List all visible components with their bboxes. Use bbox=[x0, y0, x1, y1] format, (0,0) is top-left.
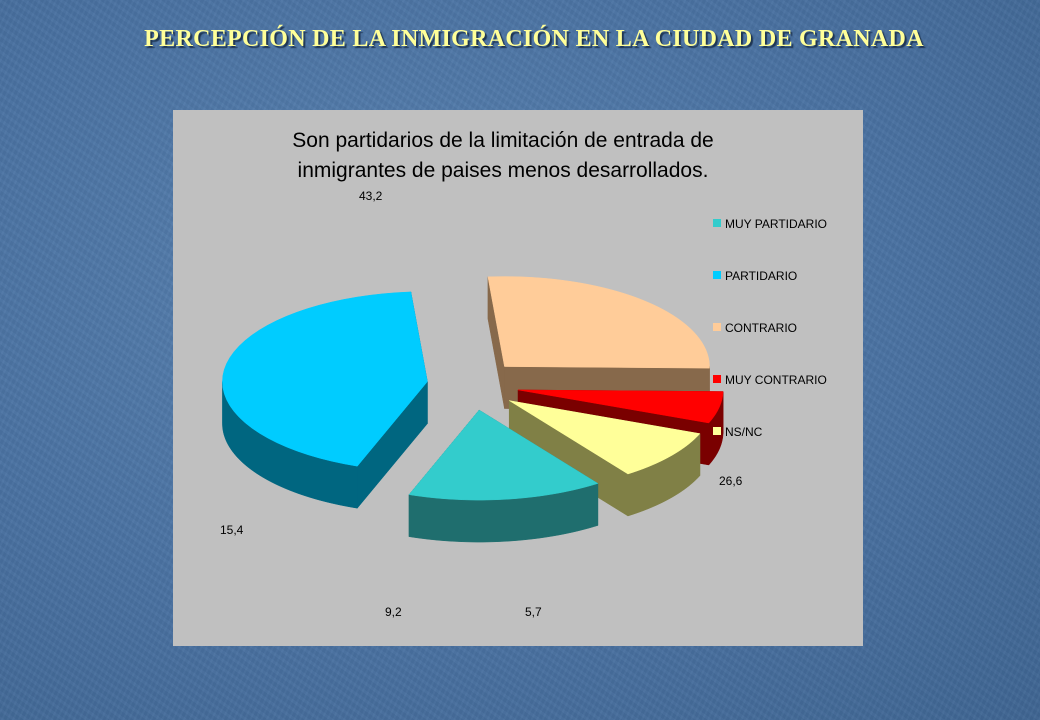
chart-panel: Son partidarios de la limitación de entr… bbox=[173, 110, 863, 646]
slice-top bbox=[509, 400, 701, 475]
pie-chart: Son partidarios de la limitación de entr… bbox=[220, 129, 827, 619]
pie-slice-partidario bbox=[222, 291, 428, 509]
pie-slice-muy-partidario bbox=[408, 409, 599, 543]
legend-label: PARTIDARIO bbox=[725, 269, 797, 283]
legend: MUY PARTIDARIO PARTIDARIO CONTRARIO MUY CON… bbox=[713, 217, 827, 439]
data-label: 9,2 bbox=[385, 605, 402, 619]
legend-label: CONTRARIO bbox=[725, 321, 797, 335]
legend-swatch bbox=[713, 427, 721, 435]
pie-slices bbox=[222, 276, 724, 543]
data-label: 26,6 bbox=[719, 474, 743, 488]
legend-label: NS/NC bbox=[725, 425, 763, 439]
legend-swatch bbox=[713, 219, 721, 227]
legend-swatch bbox=[713, 271, 721, 279]
slice-top bbox=[222, 291, 428, 467]
slice-top bbox=[487, 276, 710, 369]
pie-slice-ns-nc bbox=[508, 400, 701, 517]
data-label: 15,4 bbox=[220, 523, 244, 537]
legend-label: MUY CONTRARIO bbox=[725, 373, 827, 387]
data-labels: 15,4 43,2 26,6 5,7 9,2 bbox=[220, 189, 743, 619]
chart-title-line-2: inmigrantes de paises menos desarrollado… bbox=[298, 159, 709, 182]
data-label: 5,7 bbox=[525, 605, 542, 619]
chart-title-line-1: Son partidarios de la limitación de entr… bbox=[292, 129, 713, 152]
slide-title: PERCEPCIÓN DE LA INMIGRACIÓN EN LA CIUDA… bbox=[144, 26, 924, 52]
legend-swatch bbox=[713, 323, 721, 331]
slice-top bbox=[518, 389, 724, 424]
legend-swatch bbox=[713, 375, 721, 383]
slice-top bbox=[408, 409, 599, 501]
legend-label: MUY PARTIDARIO bbox=[725, 217, 827, 231]
data-label: 43,2 bbox=[359, 189, 383, 203]
